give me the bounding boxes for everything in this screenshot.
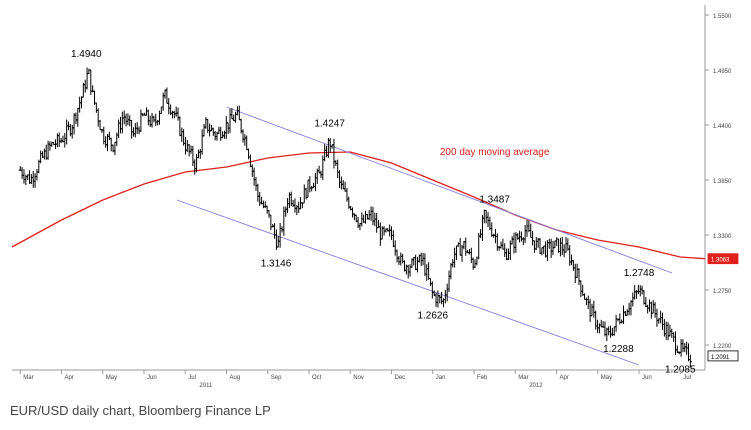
price-annotation: 1.3146 bbox=[261, 258, 292, 269]
price-badge-label: 1.2091 bbox=[711, 355, 730, 361]
x-tick-label: Jul bbox=[683, 375, 691, 381]
y-tick-label: 1.4950 bbox=[713, 69, 732, 75]
y-tick-label: 1.5500 bbox=[713, 14, 732, 20]
y-tick-label: 1.3850 bbox=[713, 179, 732, 185]
moving-average-layer bbox=[11, 151, 706, 260]
x-tick-label: May bbox=[106, 375, 117, 381]
x-tick-label: Apr bbox=[560, 375, 569, 381]
channel-layer bbox=[176, 106, 673, 366]
x-year-label: 2011 bbox=[199, 383, 213, 389]
plot-frame bbox=[12, 5, 706, 371]
eurusd-chart: 1.4940 1.4247 1.3146 1.3487 1.2626 1.2748 1.22… bbox=[11, 5, 739, 389]
y-tick-label: 1.2200 bbox=[713, 344, 732, 350]
y-tick-label: 1.4400 bbox=[713, 124, 732, 130]
price-annotation: 1.2288 bbox=[603, 344, 634, 355]
x-tick-label: Mar bbox=[23, 375, 33, 381]
price-annotation: 1.3487 bbox=[479, 194, 510, 205]
channel-lower-line bbox=[176, 199, 640, 366]
x-tick-label: Apr bbox=[65, 375, 74, 381]
price-annotation: 1.2748 bbox=[624, 268, 655, 279]
x-tick-label: May bbox=[601, 375, 612, 381]
x-tick-label: Oct bbox=[312, 375, 322, 381]
channel-upper-line bbox=[226, 106, 673, 274]
ma-200-line bbox=[11, 151, 706, 260]
x-tick-label: Aug bbox=[230, 375, 241, 381]
x-tick-label: Jan bbox=[436, 375, 446, 381]
y-tick-label: 1.2750 bbox=[713, 289, 732, 295]
ma-label: 200 day moving average bbox=[440, 147, 550, 158]
price-annotation: 1.4940 bbox=[71, 49, 102, 60]
x-tick-label: Jul bbox=[188, 375, 196, 381]
x-year-label: 2012 bbox=[529, 383, 543, 389]
x-tick-label: Jun bbox=[147, 375, 157, 381]
chart-svg: 1.4940 1.4247 1.3146 1.3487 1.2626 1.2748 1.22… bbox=[11, 5, 739, 389]
x-tick-label: Dec bbox=[395, 375, 406, 381]
price-badge bbox=[707, 350, 739, 362]
x-tick-label: Mar bbox=[518, 375, 528, 381]
price-badge bbox=[707, 253, 739, 265]
price-annotation: 1.2626 bbox=[417, 310, 448, 321]
price-annotation: 1.4247 bbox=[314, 118, 345, 129]
chart-caption: EUR/USD daily chart, Bloomberg Finance L… bbox=[10, 403, 271, 418]
x-tick-label: Jun bbox=[642, 375, 652, 381]
axis-layer: 1.5500 1.4950 1.4400 1.3850 1.3300 1.2750 1.22… bbox=[19, 14, 739, 389]
price-badge-label: 1.3063 bbox=[711, 258, 730, 264]
x-tick-label: Sep bbox=[271, 375, 282, 381]
price-layer bbox=[18, 67, 692, 368]
y-tick-label: 1.3300 bbox=[713, 234, 732, 240]
x-tick-label: Nov bbox=[353, 375, 364, 381]
x-tick-label: Feb bbox=[477, 375, 488, 381]
